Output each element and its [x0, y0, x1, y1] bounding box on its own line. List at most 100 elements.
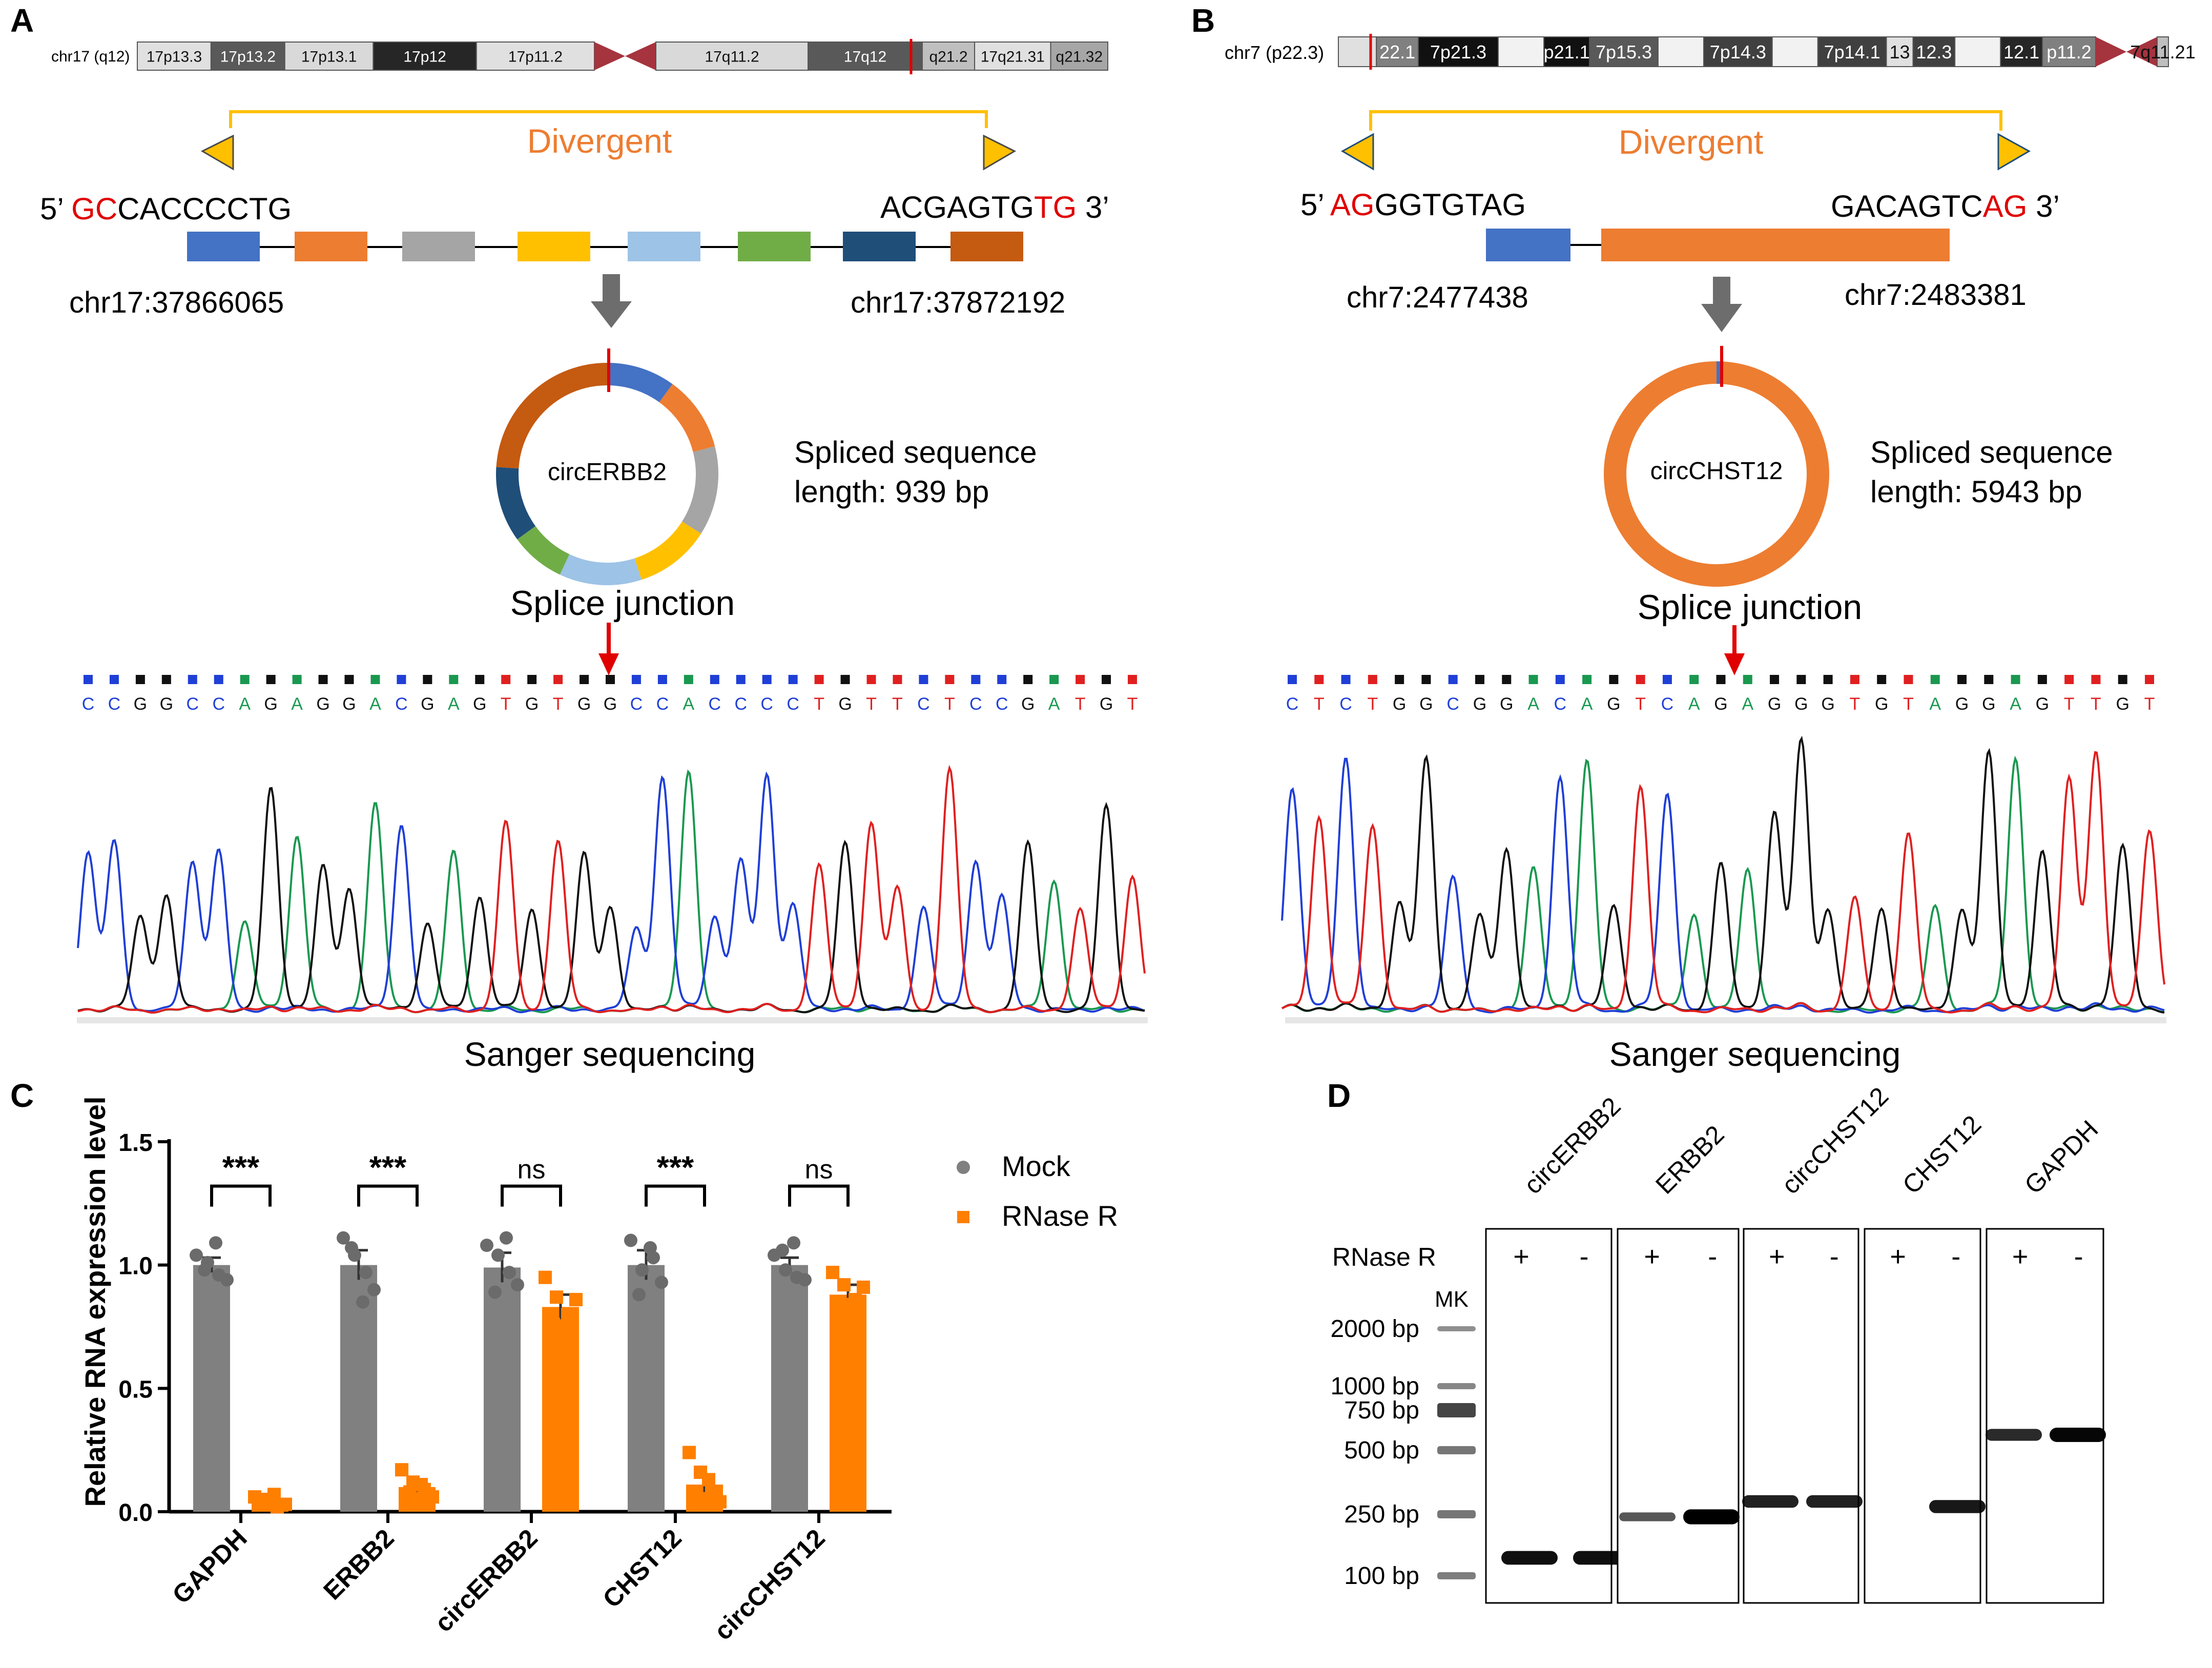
quality-box-a-32 — [919, 675, 928, 684]
point-mock-1-5 — [367, 1283, 381, 1296]
band-label-b-p10: 13 — [1889, 42, 1910, 63]
quality-box-a-16 — [501, 675, 511, 684]
ring-segment-a-5 — [517, 526, 570, 575]
legend-rnase-marker — [957, 1211, 969, 1223]
spliced-line2-a: length: 939 bp — [794, 475, 989, 509]
point-mock-2-1 — [491, 1248, 505, 1262]
ladder-label-3: 500 bp — [1344, 1437, 1419, 1464]
point-rnase-4-4 — [845, 1298, 859, 1311]
point-mock-2-0 — [480, 1239, 493, 1252]
base-b-6: C — [1446, 694, 1459, 714]
band-b-p2 — [1417, 36, 1499, 67]
divergent-bracket-a — [229, 110, 988, 128]
base-b-15: A — [1688, 694, 1700, 714]
point-rnase-4-1 — [837, 1278, 851, 1292]
exon-2-a — [295, 232, 367, 261]
bar-mock-circERBB2 — [484, 1267, 521, 1512]
gel-band-GAPDH-0 — [1986, 1429, 2042, 1441]
band-label-a-p1: 17p13.2 — [220, 48, 276, 65]
down-arrow-shaft-b — [1713, 277, 1730, 305]
point-mock-3-0 — [624, 1233, 637, 1247]
panel-b: chr7 (p22.3) 22.1 7p21.3 p21.1 7p15.3 7p14.3… — [1225, 34, 2196, 1073]
trace-G-a — [77, 787, 1145, 1014]
sig-bracket-4 — [788, 1184, 850, 1207]
base-a-10: G — [342, 694, 356, 714]
quality-box-a-19 — [580, 675, 589, 684]
point-rnase-3-5 — [713, 1495, 727, 1509]
quality-box-b-23 — [1904, 675, 1913, 684]
ladder-band-4 — [1437, 1510, 1476, 1518]
quality-box-b-18 — [1770, 675, 1780, 684]
gel-lane-box-ERBB2 — [1617, 1228, 1740, 1604]
sign-circERBB2-1: - — [1580, 1241, 1589, 1272]
quality-box-a-29 — [840, 675, 850, 684]
base-a-23: A — [683, 694, 695, 714]
band-b-p8 — [1771, 36, 1818, 67]
quality-box-b-14 — [1662, 675, 1672, 684]
exon-4-a — [518, 232, 590, 261]
sig-label-0: *** — [222, 1150, 260, 1186]
sign-CHST12-1: - — [1951, 1241, 1960, 1272]
base-b-23: T — [1903, 694, 1914, 714]
exon-6-a — [738, 232, 811, 261]
quality-box-b-26 — [1984, 675, 1994, 684]
base-b-27: A — [2010, 694, 2021, 714]
sign-CHST12-0: + — [1890, 1241, 1906, 1272]
ring-segment-a-7 — [496, 363, 608, 469]
base-b-8: G — [1500, 694, 1513, 714]
band-a-q2 — [921, 42, 976, 71]
quality-box-a-37 — [1049, 675, 1059, 684]
base-b-18: G — [1768, 694, 1781, 714]
chromosome-ideogram-a: 17p13.3 17p13.2 17p13.1 17p12 17p11.2 17q11.2… — [137, 39, 1108, 74]
base-b-3: T — [1367, 694, 1378, 714]
base-b-25: G — [1955, 694, 1969, 714]
band-label-b-p9: 7p14.1 — [1824, 42, 1880, 63]
quality-box-b-9 — [1528, 675, 1538, 684]
point-rnase-0-3 — [256, 1492, 270, 1506]
ring-segment-a-6 — [496, 467, 536, 540]
down-arrow-shaft-a — [603, 274, 620, 302]
quality-box-b-1 — [1314, 675, 1324, 684]
band-label-b-p13: 12.1 — [2003, 42, 2039, 63]
point-rnase-2-5 — [569, 1293, 583, 1307]
legend-mock-label: Mock — [1002, 1150, 1071, 1182]
junction-label-a: Splice junction — [510, 584, 735, 623]
base-b-19: G — [1794, 694, 1808, 714]
band-label-b-p7: 7p14.3 — [1710, 42, 1766, 63]
point-rnase-1-4 — [415, 1478, 428, 1492]
point-mock-1-2 — [359, 1266, 373, 1280]
quality-box-b-4 — [1395, 675, 1404, 684]
seq-right-a: ACGAGTGTG 3’ — [880, 190, 1109, 224]
band-label-a-q1: 17q12 — [844, 48, 886, 65]
quality-box-a-20 — [606, 675, 615, 684]
quality-box-a-4 — [188, 675, 197, 684]
point-rnase-3-0 — [683, 1446, 696, 1459]
gel-lane-box-circERBB2 — [1485, 1228, 1613, 1604]
quality-box-b-17 — [1743, 675, 1752, 684]
ring-segment-a-0 — [607, 363, 673, 403]
junction-label-b: Splice junction — [1638, 588, 1862, 627]
rnase-label-d: RNase R — [1332, 1243, 1436, 1271]
quality-box-a-0 — [84, 675, 93, 684]
divergent-label-a: Divergent — [527, 122, 672, 160]
ladder-band-1 — [1437, 1383, 1476, 1389]
centromere-a-q — [625, 42, 656, 70]
quality-box-a-31 — [893, 675, 902, 684]
base-a-0: C — [82, 694, 95, 714]
exon-3-a — [402, 232, 475, 261]
trace-C-a — [77, 771, 1145, 1014]
band-label-a-p0: 17p13.3 — [147, 48, 202, 65]
quality-box-a-28 — [814, 675, 824, 684]
base-b-14: C — [1661, 694, 1674, 714]
band-label-a-p2: 17p13.1 — [301, 48, 357, 65]
gel-band-GAPDH-1 — [2050, 1428, 2106, 1442]
sign-GAPDH-0: + — [2012, 1241, 2029, 1272]
point-rnase-2-1 — [550, 1290, 563, 1304]
chromatogram-b — [1281, 735, 2165, 1014]
point-mock-3-3 — [632, 1288, 646, 1302]
primer-left-b — [1340, 133, 1374, 171]
quality-box-b-30 — [2091, 675, 2101, 684]
band-label-a-q3: 17q21.31 — [981, 48, 1045, 65]
quality-box-a-34 — [971, 675, 981, 684]
point-mock-3-5 — [655, 1275, 668, 1289]
